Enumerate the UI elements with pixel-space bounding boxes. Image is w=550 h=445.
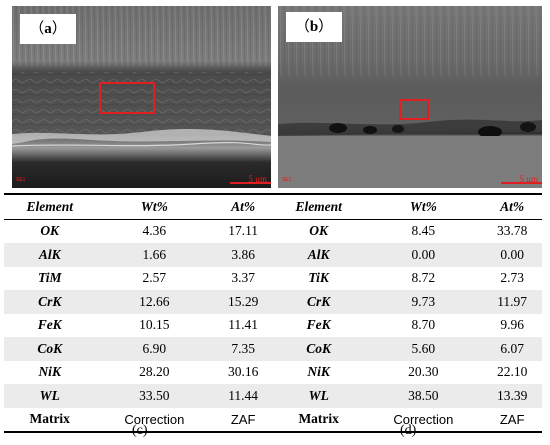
cell-el-d: NiK (307, 364, 330, 380)
cell-at-c: 17.11 (228, 223, 259, 239)
cell-el-d: CoK (272, 337, 365, 361)
cell-wt-c: 10.15 (139, 317, 170, 333)
cell-wt-c: 1.66 (95, 243, 214, 267)
cell-el-c: TiM (37, 270, 62, 286)
cell-at-c: 30.16 (227, 364, 259, 380)
cell-at-c: 7.35 (213, 337, 273, 361)
cell-el-c: AlK (4, 243, 96, 267)
sem-detector-tag-a: SE1 (16, 177, 26, 183)
cell-el-d: AlK (272, 243, 365, 267)
header-wt-c: Wt% (95, 193, 214, 220)
scale-text-b: 5 μm (519, 174, 538, 184)
sem-detector-tag-b: SE1 (282, 177, 292, 183)
cell-at-d: 0.00 (482, 243, 542, 267)
cell-wt-c: 4.36 (142, 223, 167, 239)
eds-composition-table: Element Wt% At% Element Wt% At% OK 4.36 17… (4, 193, 542, 433)
scale-bar-b: 5 μm (501, 174, 542, 184)
cell-at-d: 6.07 (482, 337, 542, 361)
scale-text-a: 5 μm (248, 174, 267, 184)
cell-at-d: 22.10 (496, 364, 528, 380)
cell-at-c: 11.44 (213, 384, 273, 408)
cell-at-c: 3.37 (231, 270, 255, 286)
sem-image-a: （a） SE1 5 μm (12, 6, 271, 188)
sem-image-b: （b） SE1 5 μm (278, 6, 542, 188)
cell-wt-d: 5.60 (364, 337, 483, 361)
cell-el-d: OK (309, 223, 329, 239)
cell-el-c: CoK (4, 337, 96, 361)
cell-at-d: 11.97 (482, 290, 542, 314)
table-header-row: Element Wt% At% Element Wt% At% (4, 193, 542, 220)
table-row: CrK 12.66 15.29 CrK 9.73 11.97 (4, 290, 542, 314)
cell-el-d: CrK (272, 290, 365, 314)
cell-wt-d: 0.00 (364, 243, 483, 267)
cell-at-d: 9.96 (500, 317, 524, 333)
scale-bar-a: 5 μm (230, 174, 271, 184)
header-wt-d: Wt% (364, 193, 483, 220)
header-element-c: Element (4, 193, 96, 220)
cell-wt-c: 28.20 (139, 364, 170, 380)
panel-label-a: （a） (20, 14, 76, 44)
cell-at-c: 11.41 (228, 317, 259, 333)
table-row: WL 33.50 11.44 WL 38.50 13.39 (4, 384, 542, 408)
table-row: NiK 28.20 30.16 NiK 20.30 22.10 (4, 361, 542, 385)
sem-micrograph-a (12, 6, 271, 188)
cell-wt-d: 20.30 (408, 364, 439, 380)
matrix-at-d: ZAF (482, 407, 542, 433)
analysis-region-b (399, 99, 429, 120)
matrix-at-c: ZAF (213, 407, 273, 433)
cell-at-d: 2.73 (500, 270, 524, 286)
cell-el-c: WL (4, 384, 96, 408)
caption-d: (d) (400, 423, 417, 438)
cell-wt-c: 33.50 (95, 384, 214, 408)
cell-el-d: FeK (306, 317, 331, 333)
matrix-label-d: Matrix (272, 407, 365, 433)
cell-el-d: TiK (308, 270, 329, 286)
cell-el-c: NiK (38, 364, 61, 380)
cell-wt-c: 2.57 (142, 270, 167, 286)
table-row: FeK 10.15 11.41 FeK 8.70 9.96 (4, 314, 542, 338)
matrix-row: Matrix Correction ZAF Matrix Correction … (4, 407, 542, 433)
table-row: CoK 6.90 7.35 CoK 5.60 6.07 (4, 337, 542, 361)
cell-wt-d: 8.70 (411, 317, 436, 333)
caption-c: (c) (132, 423, 148, 438)
cell-at-c: 15.29 (213, 290, 273, 314)
cell-wt-c: 12.66 (95, 290, 214, 314)
table-row: TiM 2.57 3.37 TiK 8.72 2.73 (4, 267, 542, 291)
cell-at-d: 13.39 (482, 384, 542, 408)
header-at-c: At% (213, 193, 273, 220)
table-row: AlK 1.66 3.86 AlK 0.00 0.00 (4, 243, 542, 267)
panel-label-b: （b） (286, 12, 342, 42)
cell-el-c: OK (40, 223, 60, 239)
cell-wt-c: 6.90 (95, 337, 214, 361)
matrix-wt-c: Correction (95, 407, 214, 433)
analysis-region-a (99, 82, 155, 114)
cell-wt-d: 9.73 (364, 290, 483, 314)
cell-el-c: CrK (4, 290, 96, 314)
matrix-wt-d: Correction (364, 407, 483, 433)
cell-wt-d: 8.72 (411, 270, 436, 286)
matrix-label-c: Matrix (4, 407, 96, 433)
cell-wt-d: 8.45 (411, 223, 436, 239)
header-element-d: Element (272, 193, 365, 220)
cell-at-c: 3.86 (213, 243, 273, 267)
header-at-d: At% (482, 193, 542, 220)
cell-el-d: WL (272, 384, 365, 408)
cell-at-d: 33.78 (496, 223, 528, 239)
cell-el-c: FeK (37, 317, 62, 333)
table-row: OK 4.36 17.11 OK 8.45 33.78 (4, 219, 542, 243)
cell-wt-d: 38.50 (364, 384, 483, 408)
